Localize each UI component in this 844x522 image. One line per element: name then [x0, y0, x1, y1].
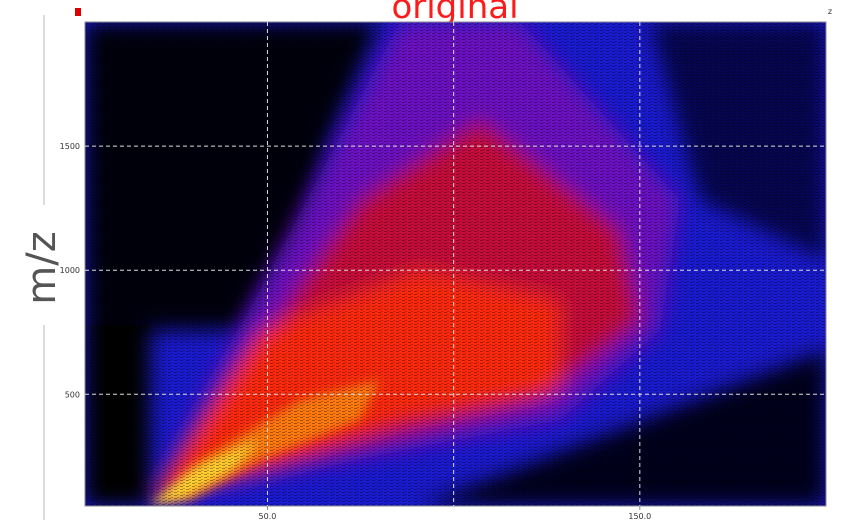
corner-label: z	[828, 7, 832, 16]
y-tick-label: 500	[65, 390, 80, 399]
marker	[75, 8, 81, 16]
plot-frame	[84, 21, 827, 507]
x-tick-label: 150.0	[628, 512, 651, 521]
heatmap	[85, 22, 826, 506]
y-tick-label: 1500	[60, 142, 80, 151]
y-axis-label: m/z	[19, 231, 65, 304]
y-tick-label: 1000	[60, 266, 80, 275]
x-tick-label: 50.0	[259, 512, 277, 521]
